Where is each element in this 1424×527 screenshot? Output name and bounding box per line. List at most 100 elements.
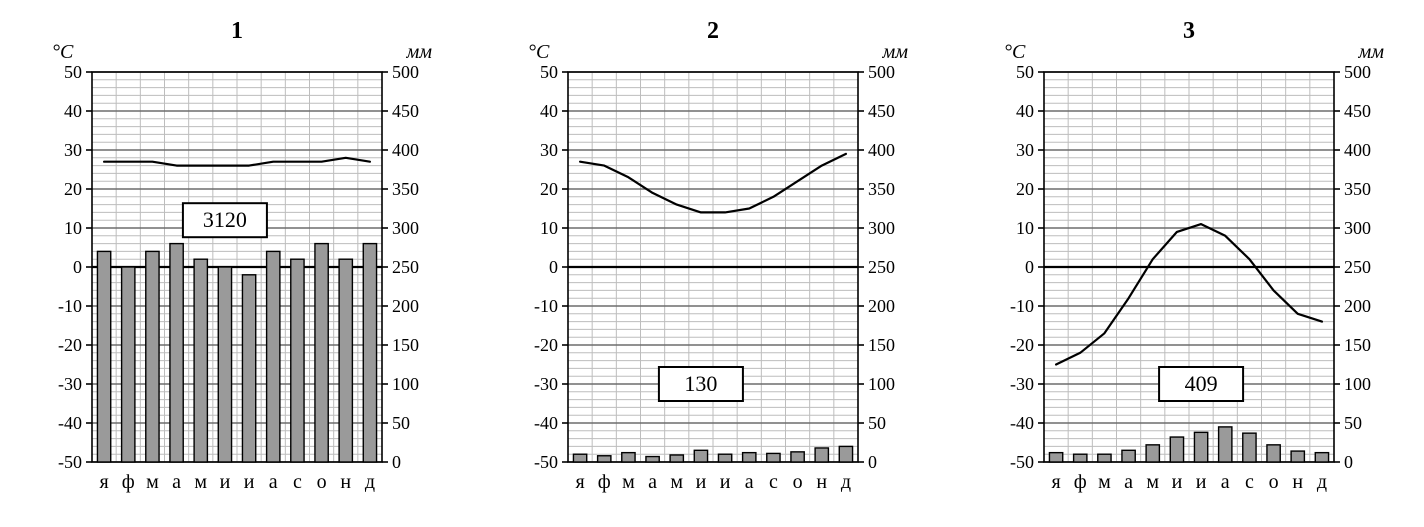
precip-bar	[291, 259, 304, 462]
left-tick-label: 30	[1016, 140, 1034, 160]
precip-bar	[670, 455, 683, 462]
right-tick-label: 200	[1344, 296, 1371, 316]
left-tick-label: -30	[534, 374, 558, 394]
left-tick-label: -10	[1010, 296, 1034, 316]
right-tick-label: 50	[392, 413, 410, 433]
precip-bar	[1122, 450, 1135, 462]
left-tick-label: -40	[58, 413, 82, 433]
left-tick-label: -10	[58, 296, 82, 316]
right-tick-label: 350	[392, 179, 419, 199]
month-label: я	[575, 471, 584, 493]
month-label: м	[670, 471, 683, 493]
month-label: о	[1269, 471, 1279, 493]
right-tick-label: 150	[1344, 335, 1371, 355]
left-axis-label: °C	[528, 41, 550, 63]
chart-row: 1°Cмм-50-40-30-20-1001020304050050100150…	[0, 0, 1424, 527]
precip-bar	[1267, 445, 1280, 462]
right-tick-label: 350	[868, 179, 895, 199]
right-tick-label: 100	[868, 374, 895, 394]
annual-precip-label: 130	[684, 371, 717, 396]
precip-bar	[194, 259, 207, 462]
right-tick-label: 300	[1344, 218, 1371, 238]
right-axis-label: мм	[405, 41, 432, 63]
month-label: и	[1172, 471, 1183, 493]
month-label: а	[648, 471, 657, 493]
precip-bar	[1194, 432, 1207, 462]
left-tick-label: 40	[64, 101, 82, 121]
precip-bar	[363, 244, 376, 462]
right-tick-label: 250	[392, 257, 419, 277]
precip-bar	[573, 454, 586, 462]
month-label: я	[99, 471, 108, 493]
precip-bar	[267, 251, 280, 462]
precip-bar	[694, 450, 707, 462]
left-tick-label: -20	[534, 335, 558, 355]
left-tick-label: -20	[58, 335, 82, 355]
right-tick-label: 500	[868, 62, 895, 82]
climograph-panel: 3°Cмм-50-40-30-20-1001020304050050100150…	[982, 10, 1394, 502]
precip-bar	[242, 275, 255, 462]
left-tick-label: 50	[1016, 62, 1034, 82]
month-label: и	[244, 471, 255, 493]
right-tick-label: 0	[392, 452, 401, 472]
month-label: н	[1292, 471, 1303, 493]
precip-bar	[598, 456, 611, 462]
precip-bar	[146, 251, 159, 462]
right-tick-label: 250	[868, 257, 895, 277]
precip-bar	[839, 446, 852, 462]
month-label: н	[340, 471, 351, 493]
month-label: д	[841, 471, 851, 493]
month-label: с	[1245, 471, 1254, 493]
left-tick-label: -40	[534, 413, 558, 433]
right-tick-label: 450	[392, 101, 419, 121]
right-tick-label: 400	[868, 140, 895, 160]
right-tick-label: 400	[1344, 140, 1371, 160]
right-tick-label: 500	[392, 62, 419, 82]
right-tick-label: 50	[868, 413, 886, 433]
month-label: а	[1221, 471, 1230, 493]
left-tick-label: 10	[64, 218, 82, 238]
month-label: ф	[122, 471, 135, 493]
right-tick-label: 50	[1344, 413, 1362, 433]
right-axis-label: мм	[881, 41, 908, 63]
right-axis-label: мм	[1357, 41, 1384, 63]
month-label: и	[696, 471, 707, 493]
left-tick-label: 20	[64, 179, 82, 199]
month-label: м	[194, 471, 207, 493]
right-tick-label: 300	[392, 218, 419, 238]
right-tick-label: 100	[1344, 374, 1371, 394]
annual-precip-label: 409	[1185, 371, 1218, 396]
month-label: м	[1098, 471, 1111, 493]
left-tick-label: -30	[1010, 374, 1034, 394]
month-label: м	[1146, 471, 1159, 493]
precip-bar	[1049, 453, 1062, 462]
panel-title: 1	[231, 18, 243, 44]
month-label: и	[1196, 471, 1207, 493]
precip-bar	[1291, 451, 1304, 462]
month-label: а	[269, 471, 278, 493]
month-label: а	[172, 471, 181, 493]
left-tick-label: -30	[58, 374, 82, 394]
annual-precip-label: 3120	[203, 207, 247, 232]
left-tick-label: -20	[1010, 335, 1034, 355]
precip-bar	[791, 452, 804, 462]
precip-bar	[218, 267, 231, 462]
precip-bar	[1219, 427, 1232, 462]
month-label: с	[769, 471, 778, 493]
left-tick-label: 40	[1016, 101, 1034, 121]
left-axis-label: °C	[52, 41, 74, 63]
right-tick-label: 0	[1344, 452, 1353, 472]
climograph-svg: 2°Cмм-50-40-30-20-1001020304050050100150…	[506, 10, 918, 502]
left-tick-label: 30	[64, 140, 82, 160]
month-label: с	[293, 471, 302, 493]
panel-title: 3	[1183, 18, 1195, 44]
precip-bar	[1170, 437, 1183, 462]
right-tick-label: 450	[868, 101, 895, 121]
month-label: о	[793, 471, 803, 493]
precip-bar	[1243, 433, 1256, 462]
precip-bar	[767, 453, 780, 462]
precip-bar	[1315, 453, 1328, 462]
left-tick-label: -10	[534, 296, 558, 316]
right-tick-label: 250	[1344, 257, 1371, 277]
month-label: д	[1317, 471, 1327, 493]
